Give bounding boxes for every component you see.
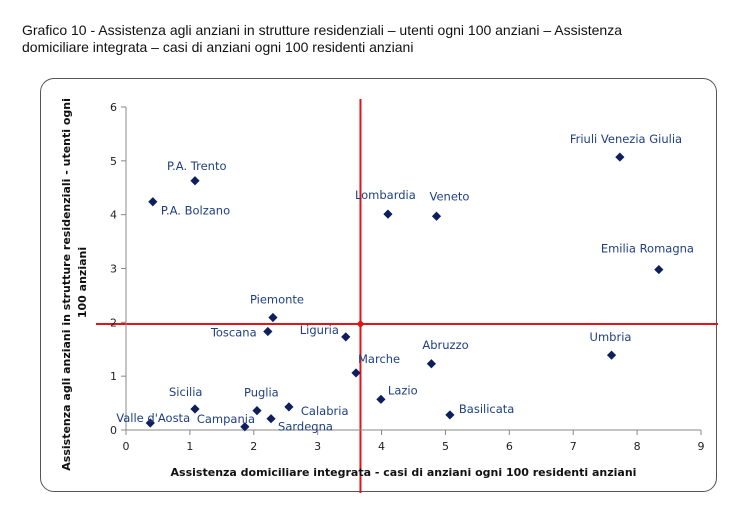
data-point-marker <box>654 264 664 275</box>
y-axis-title: Assistenza agli anziani in strutture res… <box>60 94 89 470</box>
y-axis-title-line-2: 100 anziani <box>76 247 89 318</box>
x-tick-label: 9 <box>698 440 705 453</box>
data-point-marker <box>190 404 200 414</box>
data-point-marker <box>606 350 617 360</box>
data-point-label: Veneto <box>430 189 470 203</box>
data-point-label: Sicilia <box>169 385 202 399</box>
y-tick-label: 6 <box>110 101 117 114</box>
data-point-marker <box>615 152 625 162</box>
chart-area: 0 1 2 3 4 5 6 7 8 9 0 1 2 3 4 5 6 Friuli Venezia Giulia P… <box>40 78 718 493</box>
data-point-marker <box>240 422 250 432</box>
x-tick-label: 0 <box>123 440 130 453</box>
data-point-marker <box>426 359 436 369</box>
reference-lines <box>96 99 718 493</box>
data-point-marker <box>263 326 273 337</box>
data-point-label: Friuli Venezia Giulia <box>570 132 682 146</box>
x-tick-label: 8 <box>634 440 641 453</box>
data-point-marker <box>376 394 386 404</box>
scatter-chart: 0 1 2 3 4 5 6 7 8 9 0 1 2 3 4 5 6 Friuli Venezia Giulia P… <box>60 94 718 493</box>
reference-intersection-marker <box>356 319 365 328</box>
data-point-label: P.A. Bolzano <box>161 204 230 218</box>
data-point-marker <box>341 332 351 342</box>
y-tick-label: 4 <box>110 209 117 222</box>
y-tick-label: 2 <box>110 316 117 329</box>
axes: 0 1 2 3 4 5 6 7 8 9 0 1 2 3 4 5 6 <box>110 101 705 453</box>
x-tick-label: 4 <box>378 440 385 453</box>
x-tick-label: 5 <box>442 440 449 453</box>
chart-caption: Grafico 10 - Assistenza agli anziani in … <box>22 22 737 56</box>
data-point-marker <box>268 312 278 323</box>
caption-line-2: domiciliare integrata – casi di anziani … <box>22 39 414 55</box>
caption-line-1: Grafico 10 - Assistenza agli anziani in … <box>22 22 623 38</box>
data-point-label: Abruzzo <box>422 338 468 352</box>
data-point-label: Calabria <box>301 404 349 418</box>
x-tick-label: 6 <box>506 440 513 453</box>
data-point-marker <box>351 368 361 378</box>
y-tick-label: 1 <box>110 370 117 383</box>
data-point-marker <box>252 406 262 416</box>
y-tick-label: 0 <box>110 424 117 437</box>
data-point-label: Valle d'Aosta <box>116 411 190 425</box>
data-point-marker <box>284 402 294 412</box>
y-tick-label: 3 <box>110 263 117 276</box>
data-point-label: Toscana <box>210 325 257 339</box>
data-point-label: Basilicata <box>459 402 514 416</box>
x-tick-label: 1 <box>186 440 193 453</box>
data-point-marker <box>431 211 442 221</box>
data-point-marker <box>445 410 455 420</box>
y-tick-label: 5 <box>110 155 117 168</box>
data-point-marker <box>266 414 276 424</box>
data-point-label: Puglia <box>244 386 279 400</box>
data-point-label: Sardegna <box>278 420 333 434</box>
x-tick-label: 3 <box>314 440 321 453</box>
data-point-label: P.A. Trento <box>167 159 227 173</box>
data-point-marker <box>190 176 200 186</box>
x-tick-label: 2 <box>250 440 257 453</box>
data-point-label: Umbria <box>590 330 632 344</box>
data-point-label: Piemonte <box>250 292 304 306</box>
y-axis-title-line-1: Assistenza agli anziani in strutture res… <box>60 98 73 471</box>
data-point-label: Campania <box>197 412 255 426</box>
x-axis-title: Assistenza domiciliare integrata - casi … <box>171 466 637 479</box>
data-point-label: Lombardia <box>355 188 416 202</box>
data-point-label: Marche <box>358 352 400 366</box>
data-point-marker <box>148 197 158 207</box>
data-points: Friuli Venezia Giulia P.A. Trento P.A. Bol… <box>116 132 694 434</box>
data-point-label: Lazio <box>388 383 418 397</box>
data-point-marker <box>383 209 393 219</box>
data-point-marker <box>145 418 155 428</box>
data-point-label: Liguria <box>300 323 339 337</box>
data-point-label: Emilia Romagna <box>601 242 694 256</box>
x-tick-label: 7 <box>570 440 577 453</box>
